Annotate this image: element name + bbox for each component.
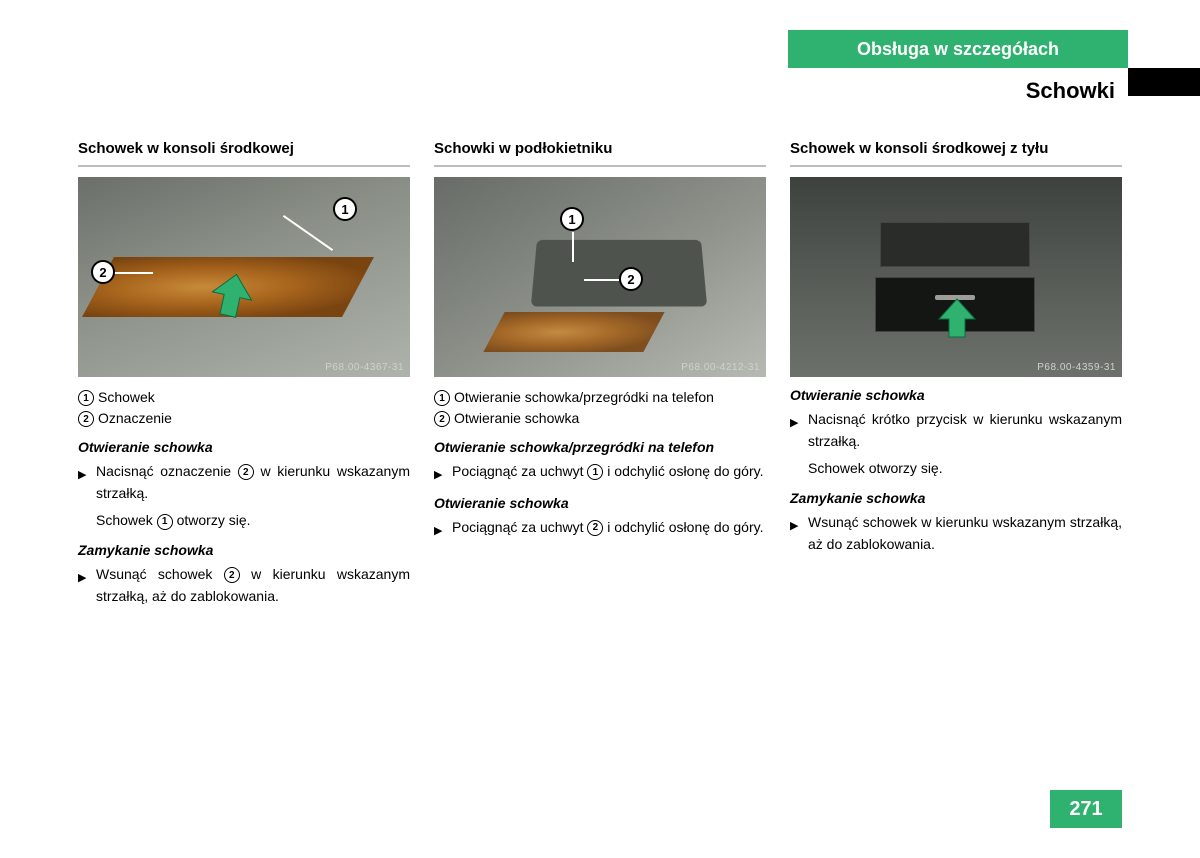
col1-sub2: Zamykanie schowka [78, 542, 410, 558]
col1-note1: Schowek 1 otworzy się. [96, 510, 410, 532]
col2-sub2: Otwieranie schowka [434, 495, 766, 511]
col3-rule [790, 165, 1122, 167]
col2-legend: 1Otwieranie schowka/przegródki na telefo… [434, 387, 766, 429]
col1-legend: 1Schowek 2Oznaczenie [78, 387, 410, 429]
col1-sub1: Otwieranie schowka [78, 439, 410, 455]
col2-step2: Pociągnąć za uchwyt 2 i odchylić osłonę … [434, 517, 766, 541]
col3-sub1: Otwieranie schowka [790, 387, 1122, 403]
col2-sub1: Otwieranie schowka/przegródki na telefon [434, 439, 766, 455]
col2-rule [434, 165, 766, 167]
col3-step1: Nacisnąć krótko przycisk w kierunku wska… [790, 409, 1122, 452]
col2-title: Schowki w podłokietniku [434, 140, 766, 157]
col2-photo-code: P68.00-4212-31 [681, 362, 760, 373]
column-1: Schowek w konsoli środkowej 1 2 P68.00-4… [78, 140, 410, 613]
col2-step1: Pociągnąć za uchwyt 1 i odchylić osłonę … [434, 461, 766, 485]
col3-photo: P68.00-4359-31 [790, 177, 1122, 377]
chapter-band: Obsługa w szczegółach [788, 30, 1128, 68]
edge-tab [1128, 68, 1200, 96]
col3-sub2: Zamykanie schowka [790, 490, 1122, 506]
col1-photo: 1 2 P68.00-4367-31 [78, 177, 410, 377]
content-columns: Schowek w konsoli środkowej 1 2 P68.00-4… [78, 140, 1122, 613]
col3-step2: Wsunąć schowek w kierunku wskazanym strz… [790, 512, 1122, 555]
col1-photo-code: P68.00-4367-31 [325, 362, 404, 373]
col3-title: Schowek w konsoli środkowej z tyłu [790, 140, 1122, 157]
col1-rule [78, 165, 410, 167]
col1-title: Schowek w konsoli środkowej [78, 140, 410, 157]
col1-step2: Wsunąć schowek 2 w kierunku wskazanym st… [78, 564, 410, 607]
col3-photo-code: P68.00-4359-31 [1037, 362, 1116, 373]
col1-step1: Nacisnąć oznaczenie 2 w kierunku wskazan… [78, 461, 410, 504]
page-number: 271 [1050, 790, 1122, 828]
col3-note1: Schowek otworzy się. [808, 458, 1122, 480]
section-title: Schowki [1026, 78, 1115, 104]
column-3: Schowek w konsoli środkowej z tyłu P68.0… [790, 140, 1122, 613]
col2-photo: 1 2 P68.00-4212-31 [434, 177, 766, 377]
column-2: Schowki w podłokietniku 1 2 P68.00-4212-… [434, 140, 766, 613]
